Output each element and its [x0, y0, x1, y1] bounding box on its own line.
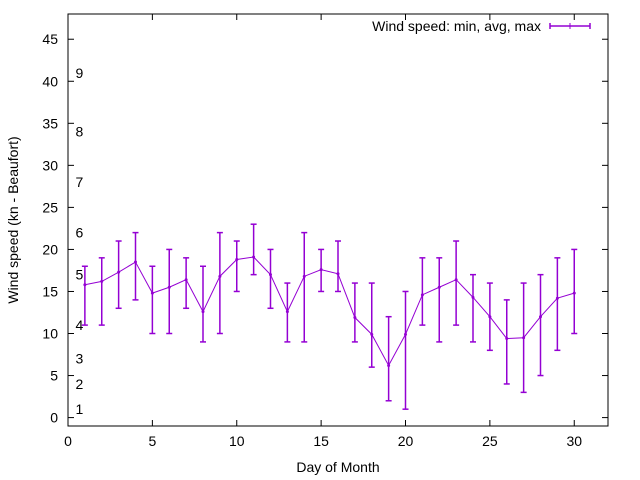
beaufort-label: 5 [75, 267, 83, 283]
errorbar [351, 282, 358, 343]
y-tick-label: 35 [42, 115, 58, 131]
beaufort-label: 1 [75, 401, 83, 417]
avg-point [252, 255, 256, 259]
avg-point [404, 332, 407, 336]
avg-point [218, 274, 222, 278]
errorbar [470, 273, 476, 343]
legend-label: Wind speed: min, avg, max [372, 18, 541, 34]
avg-point [387, 363, 391, 367]
errorbar [436, 257, 443, 343]
x-tick-label: 0 [64, 433, 72, 449]
avg-point [150, 291, 154, 295]
avg-line [84, 256, 575, 367]
avg-point [201, 310, 205, 314]
errorbar [385, 315, 392, 402]
avg-point [184, 278, 188, 282]
errorbar [537, 273, 544, 377]
x-tick-label: 30 [566, 433, 582, 449]
avg-point [134, 260, 137, 264]
errorbar [571, 248, 578, 335]
avg-point [285, 310, 289, 314]
errorbar [233, 240, 240, 293]
errorbar [183, 257, 190, 310]
y-tick-label: 30 [42, 157, 58, 173]
y-axis-label: Wind speed (kn - Beaufort) [5, 136, 21, 303]
errorbar [132, 231, 139, 301]
errorbar [335, 240, 341, 293]
y-tick-label: 45 [42, 31, 58, 47]
errorbar [368, 282, 375, 368]
avg-point [471, 295, 475, 299]
errorbar [284, 282, 291, 343]
x-tick-label: 10 [229, 433, 245, 449]
avg-point [505, 337, 509, 341]
y-tick-label: 5 [50, 368, 58, 384]
errorbar [453, 240, 460, 326]
beaufort-label: 3 [75, 351, 83, 367]
errorbar [419, 257, 426, 326]
y-tick-label: 25 [42, 199, 58, 215]
errorbar [520, 282, 527, 394]
errorbar [200, 265, 206, 343]
avg-point [437, 285, 441, 289]
errorbar [81, 265, 88, 326]
y-tick-label: 40 [42, 73, 58, 89]
y-tick-label: 10 [42, 326, 58, 342]
beaufort-label: 9 [75, 65, 83, 81]
errorbar [149, 265, 156, 335]
avg-point [319, 268, 323, 272]
beaufort-label: 7 [75, 174, 83, 190]
avg-point [117, 270, 121, 274]
avg-point [167, 285, 171, 289]
errorbar [503, 299, 510, 385]
errorbar [402, 290, 409, 410]
avg-point [100, 279, 104, 283]
avg-point [336, 272, 340, 276]
avg-point [83, 283, 87, 287]
avg-point [269, 273, 272, 277]
errorbar [554, 257, 561, 352]
avg-point [522, 336, 526, 340]
legend: Wind speed: min, avg, max [372, 18, 591, 34]
x-tick-label: 20 [398, 433, 414, 449]
avg-point [353, 316, 357, 320]
avg-point [420, 293, 424, 297]
avg-point [488, 315, 492, 319]
y-tick-label: 15 [42, 283, 58, 299]
x-tick-label: 15 [313, 433, 329, 449]
errorbar [318, 248, 325, 293]
avg-point [454, 278, 458, 282]
y-tick-label: 0 [50, 410, 58, 426]
beaufort-label: 4 [75, 317, 83, 333]
legend-errorbar-sample [549, 23, 591, 29]
avg-point [555, 296, 559, 300]
y-tick-label: 20 [42, 241, 58, 257]
errorbar [301, 231, 308, 343]
errorbar [98, 257, 105, 326]
beaufort-label: 8 [75, 124, 83, 140]
avg-point [235, 258, 239, 262]
errorbar [267, 248, 274, 310]
avg-point [370, 332, 374, 336]
x-axis-label: Day of Month [296, 459, 379, 475]
errorbar [486, 282, 493, 352]
x-tick-label: 5 [148, 433, 156, 449]
avg-point [302, 274, 306, 278]
avg-point [572, 291, 576, 295]
beaufort-label: 6 [75, 225, 83, 241]
x-tick-label: 25 [482, 433, 498, 449]
beaufort-label: 2 [75, 376, 83, 392]
errorbar [115, 240, 122, 310]
errorbar [250, 223, 257, 276]
errorbar [166, 248, 173, 335]
plot-border [67, 13, 609, 427]
errorbar [216, 231, 223, 335]
avg-point [539, 315, 542, 319]
